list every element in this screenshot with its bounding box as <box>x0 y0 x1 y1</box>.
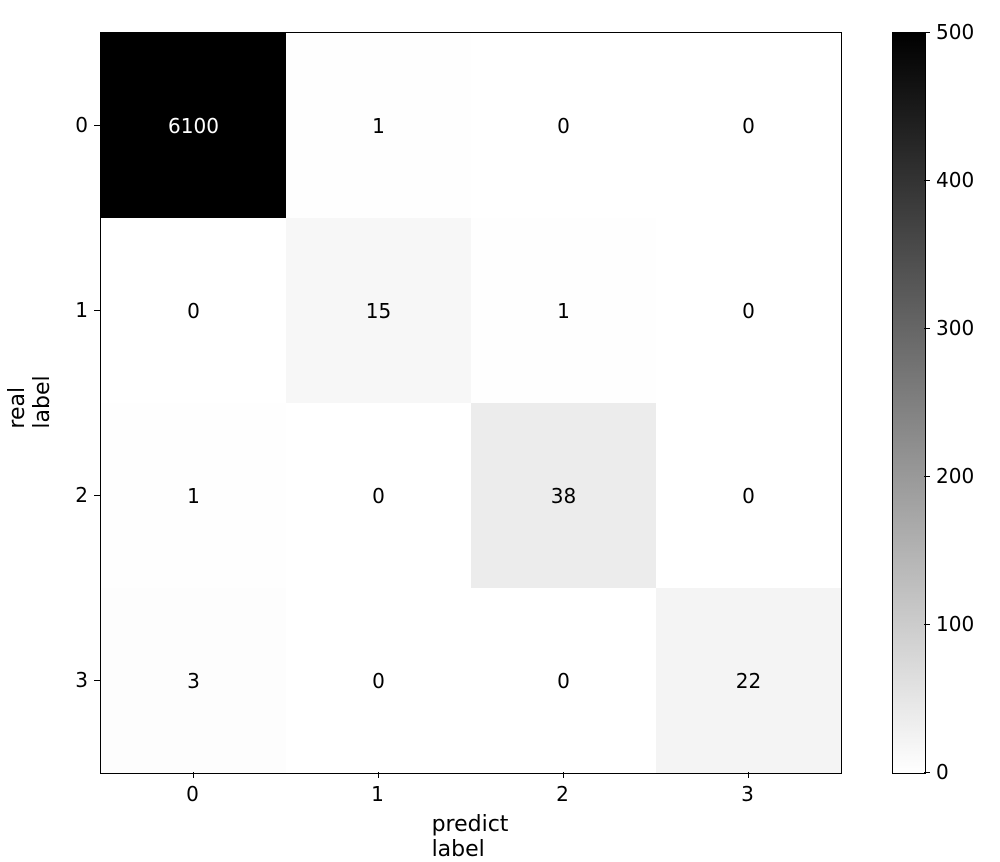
x-tick <box>193 772 194 778</box>
y-tick-label: 0 <box>68 113 88 137</box>
x-tick <box>563 772 564 778</box>
heatmap-cell: 0 <box>471 33 656 218</box>
x-tick-label: 3 <box>741 782 754 806</box>
cell-value: 3 <box>187 669 200 693</box>
colorbar-tick-label: 100 <box>936 612 974 636</box>
heatmap-cell: 3 <box>101 588 286 773</box>
y-tick-label: 1 <box>68 298 88 322</box>
y-tick <box>94 495 100 496</box>
heatmap-cell: 0 <box>656 33 841 218</box>
colorbar-tick-label: 500 <box>936 20 974 44</box>
cell-value: 0 <box>742 114 755 138</box>
cell-value: 15 <box>366 299 391 323</box>
x-tick-label: 0 <box>186 782 199 806</box>
heatmap-cell: 0 <box>286 403 471 588</box>
cell-value: 1 <box>187 484 200 508</box>
heatmap-cell: 0 <box>471 588 656 773</box>
cell-value: 0 <box>372 669 385 693</box>
x-tick <box>748 772 749 778</box>
colorbar-tick-label: 400 <box>936 168 974 192</box>
cell-value: 0 <box>372 484 385 508</box>
heatmap-cell: 1 <box>471 218 656 403</box>
cell-value: 0 <box>557 669 570 693</box>
x-tick <box>378 772 379 778</box>
heatmap-cell: 0 <box>656 218 841 403</box>
heatmap-cell: 0 <box>286 588 471 773</box>
y-tick-label: 2 <box>68 483 88 507</box>
y-tick-label: 3 <box>68 668 88 692</box>
cell-value: 38 <box>551 484 576 508</box>
heatmap-cell: 15 <box>286 218 471 403</box>
y-axis-label: real label <box>5 375 55 428</box>
y-tick <box>94 680 100 681</box>
x-tick-label: 2 <box>556 782 569 806</box>
colorbar-tick <box>924 328 930 329</box>
colorbar-gradient <box>893 33 925 773</box>
heatmap-cell: 22 <box>656 588 841 773</box>
cell-value: 0 <box>557 114 570 138</box>
cell-value: 1 <box>372 114 385 138</box>
y-tick <box>94 310 100 311</box>
colorbar-tick-label: 0 <box>936 760 949 784</box>
heatmap-cell: 0 <box>101 218 286 403</box>
colorbar <box>892 32 926 774</box>
colorbar-tick-label: 200 <box>936 464 974 488</box>
heatmap-cell: 1 <box>286 33 471 218</box>
heatmap-cell: 6100 <box>101 33 286 218</box>
heatmap-cell: 1 <box>101 403 286 588</box>
cell-value: 22 <box>736 669 761 693</box>
cell-value: 0 <box>742 299 755 323</box>
colorbar-tick <box>924 772 930 773</box>
colorbar-tick <box>924 624 930 625</box>
cell-value: 0 <box>187 299 200 323</box>
colorbar-tick <box>924 476 930 477</box>
x-tick-label: 1 <box>371 782 384 806</box>
y-tick <box>94 125 100 126</box>
heatmap-cell: 0 <box>656 403 841 588</box>
colorbar-tick <box>924 180 930 181</box>
x-axis-label: predict label <box>432 812 509 862</box>
cell-value: 1 <box>557 299 570 323</box>
cell-value: 0 <box>742 484 755 508</box>
colorbar-tick <box>924 32 930 33</box>
cell-value: 6100 <box>168 114 219 138</box>
heatmap-grid: 6100 1 0 0 0 15 1 0 1 0 38 0 3 0 0 22 <box>100 32 842 774</box>
heatmap-cell: 38 <box>471 403 656 588</box>
colorbar-tick-label: 300 <box>936 316 974 340</box>
